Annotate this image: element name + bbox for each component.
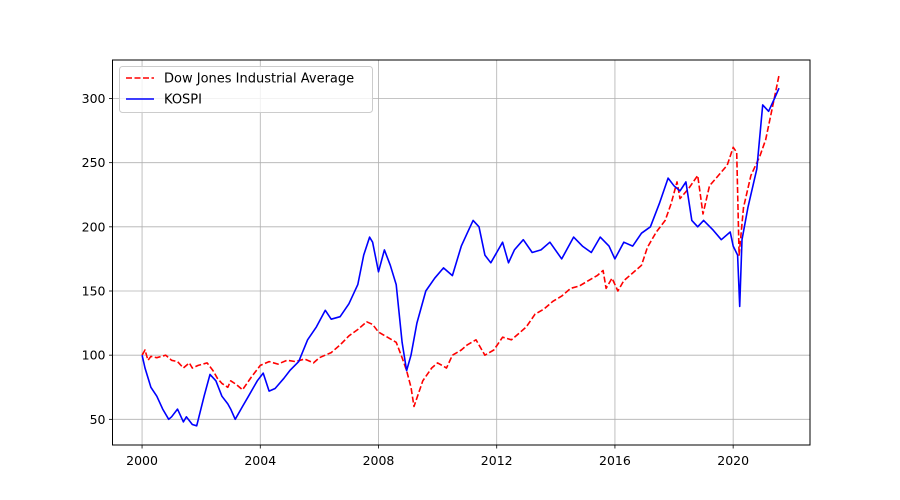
plot-area-frame: [113, 60, 811, 445]
y-tick-label: 300: [82, 91, 106, 106]
y-axis: 50 100 150 200 250 300: [82, 91, 113, 427]
legend: Dow Jones Industrial Average KOSPI: [120, 67, 373, 113]
y-tick-label: 150: [82, 284, 106, 299]
y-tick-label: 100: [82, 348, 106, 363]
y-tick-label: 200: [82, 219, 106, 234]
legend-label-dow: Dow Jones Industrial Average: [164, 72, 354, 87]
series-line-kospi: [142, 88, 779, 426]
x-tick-label: 2020: [717, 453, 749, 468]
series-line-dow-jones: [142, 75, 779, 406]
legend-label-kospi: KOSPI: [164, 93, 202, 108]
x-tick-label: 2012: [481, 453, 513, 468]
x-tick-label: 2004: [244, 453, 276, 468]
y-tick-label: 250: [82, 155, 106, 170]
x-tick-label: 2000: [126, 453, 158, 468]
x-tick-label: 2008: [363, 453, 395, 468]
y-tick-label: 50: [90, 412, 106, 427]
grid-lines: [113, 60, 811, 445]
series-lines: [142, 75, 779, 425]
x-tick-label: 2016: [599, 453, 631, 468]
x-axis: 2000 2004 2008 2012 2016 2020: [126, 445, 749, 468]
